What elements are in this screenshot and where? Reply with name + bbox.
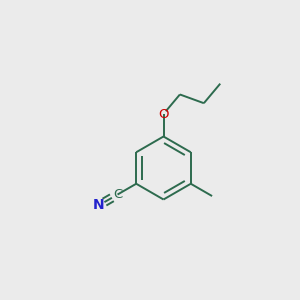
Text: N: N <box>93 198 105 212</box>
Text: O: O <box>158 107 169 121</box>
Text: C: C <box>113 188 122 201</box>
